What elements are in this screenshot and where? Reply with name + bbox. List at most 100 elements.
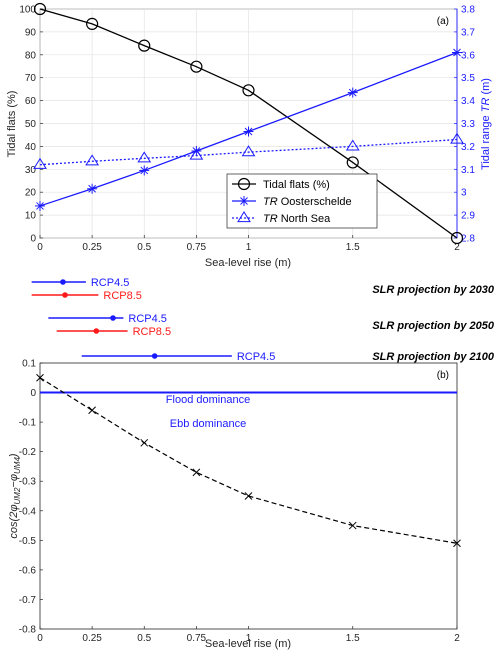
panel-a-x-tick-label: 0.75 bbox=[187, 242, 207, 253]
panel-b-series bbox=[36, 373, 461, 548]
panel-b-y-tick-label: -0.8 bbox=[19, 625, 37, 636]
x-marker-stroke bbox=[453, 539, 461, 548]
panel-a-series bbox=[33, 2, 464, 245]
panel-a-x-tick-label: 0.25 bbox=[82, 242, 102, 253]
panel-a-left-y-tick-label: 70 bbox=[25, 73, 37, 84]
star-marker bbox=[452, 47, 462, 58]
panel-b-x-ticks: 0 0.25 0.5 0.75 1 1.5 2 bbox=[37, 626, 460, 644]
triangle-marker bbox=[345, 139, 360, 151]
panel-a-x-tick-label: 1 bbox=[246, 242, 252, 253]
star-marker bbox=[239, 196, 249, 206]
panel-a-left-y-tick-label: 60 bbox=[25, 96, 37, 107]
legend-label: TR North Sea bbox=[263, 213, 331, 225]
projection-range-rcp45: RCP4.5 bbox=[81, 351, 276, 363]
triangle-marker bbox=[241, 145, 256, 157]
star-marker-stroke bbox=[240, 197, 248, 205]
panel-a-left-y-axis-label: Tidal flats (%) bbox=[6, 91, 18, 158]
x-marker bbox=[348, 521, 357, 530]
right-y-label-pre: Tidal range bbox=[480, 112, 492, 170]
legend-label-text: Oosterschelde bbox=[278, 196, 352, 208]
panel-a-left-y-tick-label: 40 bbox=[25, 142, 37, 153]
y-label-phi2: φ bbox=[8, 474, 20, 481]
panel-b-x-tick-label: 0.75 bbox=[187, 633, 207, 644]
projection-range-label: RCP8.5 bbox=[103, 290, 142, 302]
panel-a-x-axis-label: Sea-level rise (m) bbox=[205, 257, 291, 269]
star-marker-stroke bbox=[453, 48, 461, 57]
panel-a-left-y-tick-label: 0 bbox=[30, 234, 36, 245]
panel-b-y-tick-label: 0 bbox=[30, 388, 36, 399]
panel-a-right-y-axis-label: Tidal range TR (m) bbox=[480, 78, 492, 170]
panel-a-left-y-ticks: 0 10 20 30 40 50 60 70 80 90 100 bbox=[19, 5, 43, 245]
panel-a-right-y-ticks: 2.8 2.9 3 3.1 3.2 3.3 3.4 3.5 3.6 3.7 3.8 bbox=[454, 5, 475, 245]
triangle-marker bbox=[189, 148, 204, 160]
panel-a-left-y-tick-label: 20 bbox=[25, 188, 37, 199]
panel-a-x-tick-label: 1.5 bbox=[346, 242, 360, 253]
circle-marker bbox=[237, 177, 251, 191]
projection-median-dot bbox=[151, 353, 158, 359]
panel-a-left-y-tick-label: 90 bbox=[25, 27, 37, 38]
x-marker bbox=[453, 539, 461, 548]
circle-marker bbox=[33, 2, 47, 16]
right-y-label-italic: TR bbox=[480, 98, 492, 113]
x-marker bbox=[36, 373, 44, 382]
legend-label-text: North Sea bbox=[278, 213, 331, 225]
legend-label: TR Oosterschelde bbox=[263, 196, 352, 208]
star-marker bbox=[243, 126, 254, 137]
legend-label-italic: TR bbox=[263, 196, 278, 208]
x-marker-stroke bbox=[140, 438, 149, 447]
x-marker-stroke bbox=[36, 373, 44, 382]
x-marker bbox=[140, 438, 149, 447]
projection-median-dot bbox=[93, 328, 100, 334]
y-label-sub1: UM2 bbox=[13, 487, 22, 504]
panel-a-left-y-tick-label: 80 bbox=[25, 50, 37, 61]
panel-a-right-y-tick-label: 3 bbox=[461, 188, 467, 199]
star-marker bbox=[35, 200, 45, 211]
panel-b-y-ticks: -0.8 -0.7 -0.6 -0.5 -0.4 -0.3 -0.2 -0.1 0 0.1 bbox=[19, 359, 43, 636]
panel-b-y-tick-label: -0.3 bbox=[19, 477, 37, 488]
y-label-minus: − bbox=[8, 481, 20, 488]
y-label-phi1: φ bbox=[8, 504, 20, 511]
circle-marker bbox=[450, 231, 464, 245]
star-marker bbox=[347, 87, 358, 98]
panel-a-right-y-tick-label: 3.2 bbox=[461, 142, 475, 153]
projection-range-rcp85: RCP8.5 bbox=[56, 326, 171, 338]
projection-range-label: RCP4.5 bbox=[237, 351, 276, 363]
panel-a-right-y-tick-label: 3.1 bbox=[461, 165, 475, 176]
x-marker bbox=[244, 492, 253, 500]
panel-a-left-y-tick-label: 30 bbox=[25, 165, 37, 176]
panel-a-left-y-tick-label: 50 bbox=[25, 119, 37, 130]
circle-marker bbox=[346, 156, 359, 169]
panel-b-label: (b) bbox=[437, 370, 449, 381]
legend-label: Tidal flats (%) bbox=[263, 179, 330, 191]
projection-median-dot bbox=[110, 315, 116, 321]
circle-marker bbox=[86, 17, 99, 30]
x-marker-stroke bbox=[192, 468, 201, 477]
panel-a-right-y-tick-label: 3.7 bbox=[461, 27, 475, 38]
projection-median-dot bbox=[60, 279, 66, 285]
panel-a-right-y-tick-label: 3.3 bbox=[461, 119, 475, 130]
triangle-marker bbox=[85, 154, 100, 166]
panel-b-x-tick-label: 2 bbox=[454, 633, 460, 644]
projection-range-rcp85: RCP8.5 bbox=[31, 290, 142, 302]
legend-entry: TR Oosterschelde bbox=[232, 196, 352, 208]
panel-a-x-tick-label: 0 bbox=[37, 242, 43, 253]
star-marker bbox=[87, 183, 98, 194]
star-marker-stroke bbox=[36, 202, 44, 210]
projection-range-label: RCP4.5 bbox=[91, 277, 130, 289]
panel-b-y-tick-label: -0.2 bbox=[19, 447, 37, 458]
series-line bbox=[39, 138, 458, 166]
panel-a-right-y-tick-label: 3.8 bbox=[461, 5, 475, 16]
panel-b-y-tick-label: -0.6 bbox=[19, 565, 37, 576]
legend-label-text: Tidal flats (%) bbox=[263, 179, 330, 191]
panel-a-x-tick-label: 2 bbox=[454, 242, 460, 253]
series-tidal-flats bbox=[33, 2, 464, 245]
panel-b-annotations: Flood dominance Ebb dominance bbox=[166, 394, 250, 430]
panel-b-x-tick-label: 0.25 bbox=[82, 633, 102, 644]
star-marker-stroke bbox=[140, 166, 149, 175]
panel-a-left-y-tick-label: 100 bbox=[19, 5, 36, 16]
y-label-sub2: UM4 bbox=[13, 457, 22, 474]
x-marker-stroke bbox=[88, 406, 96, 415]
